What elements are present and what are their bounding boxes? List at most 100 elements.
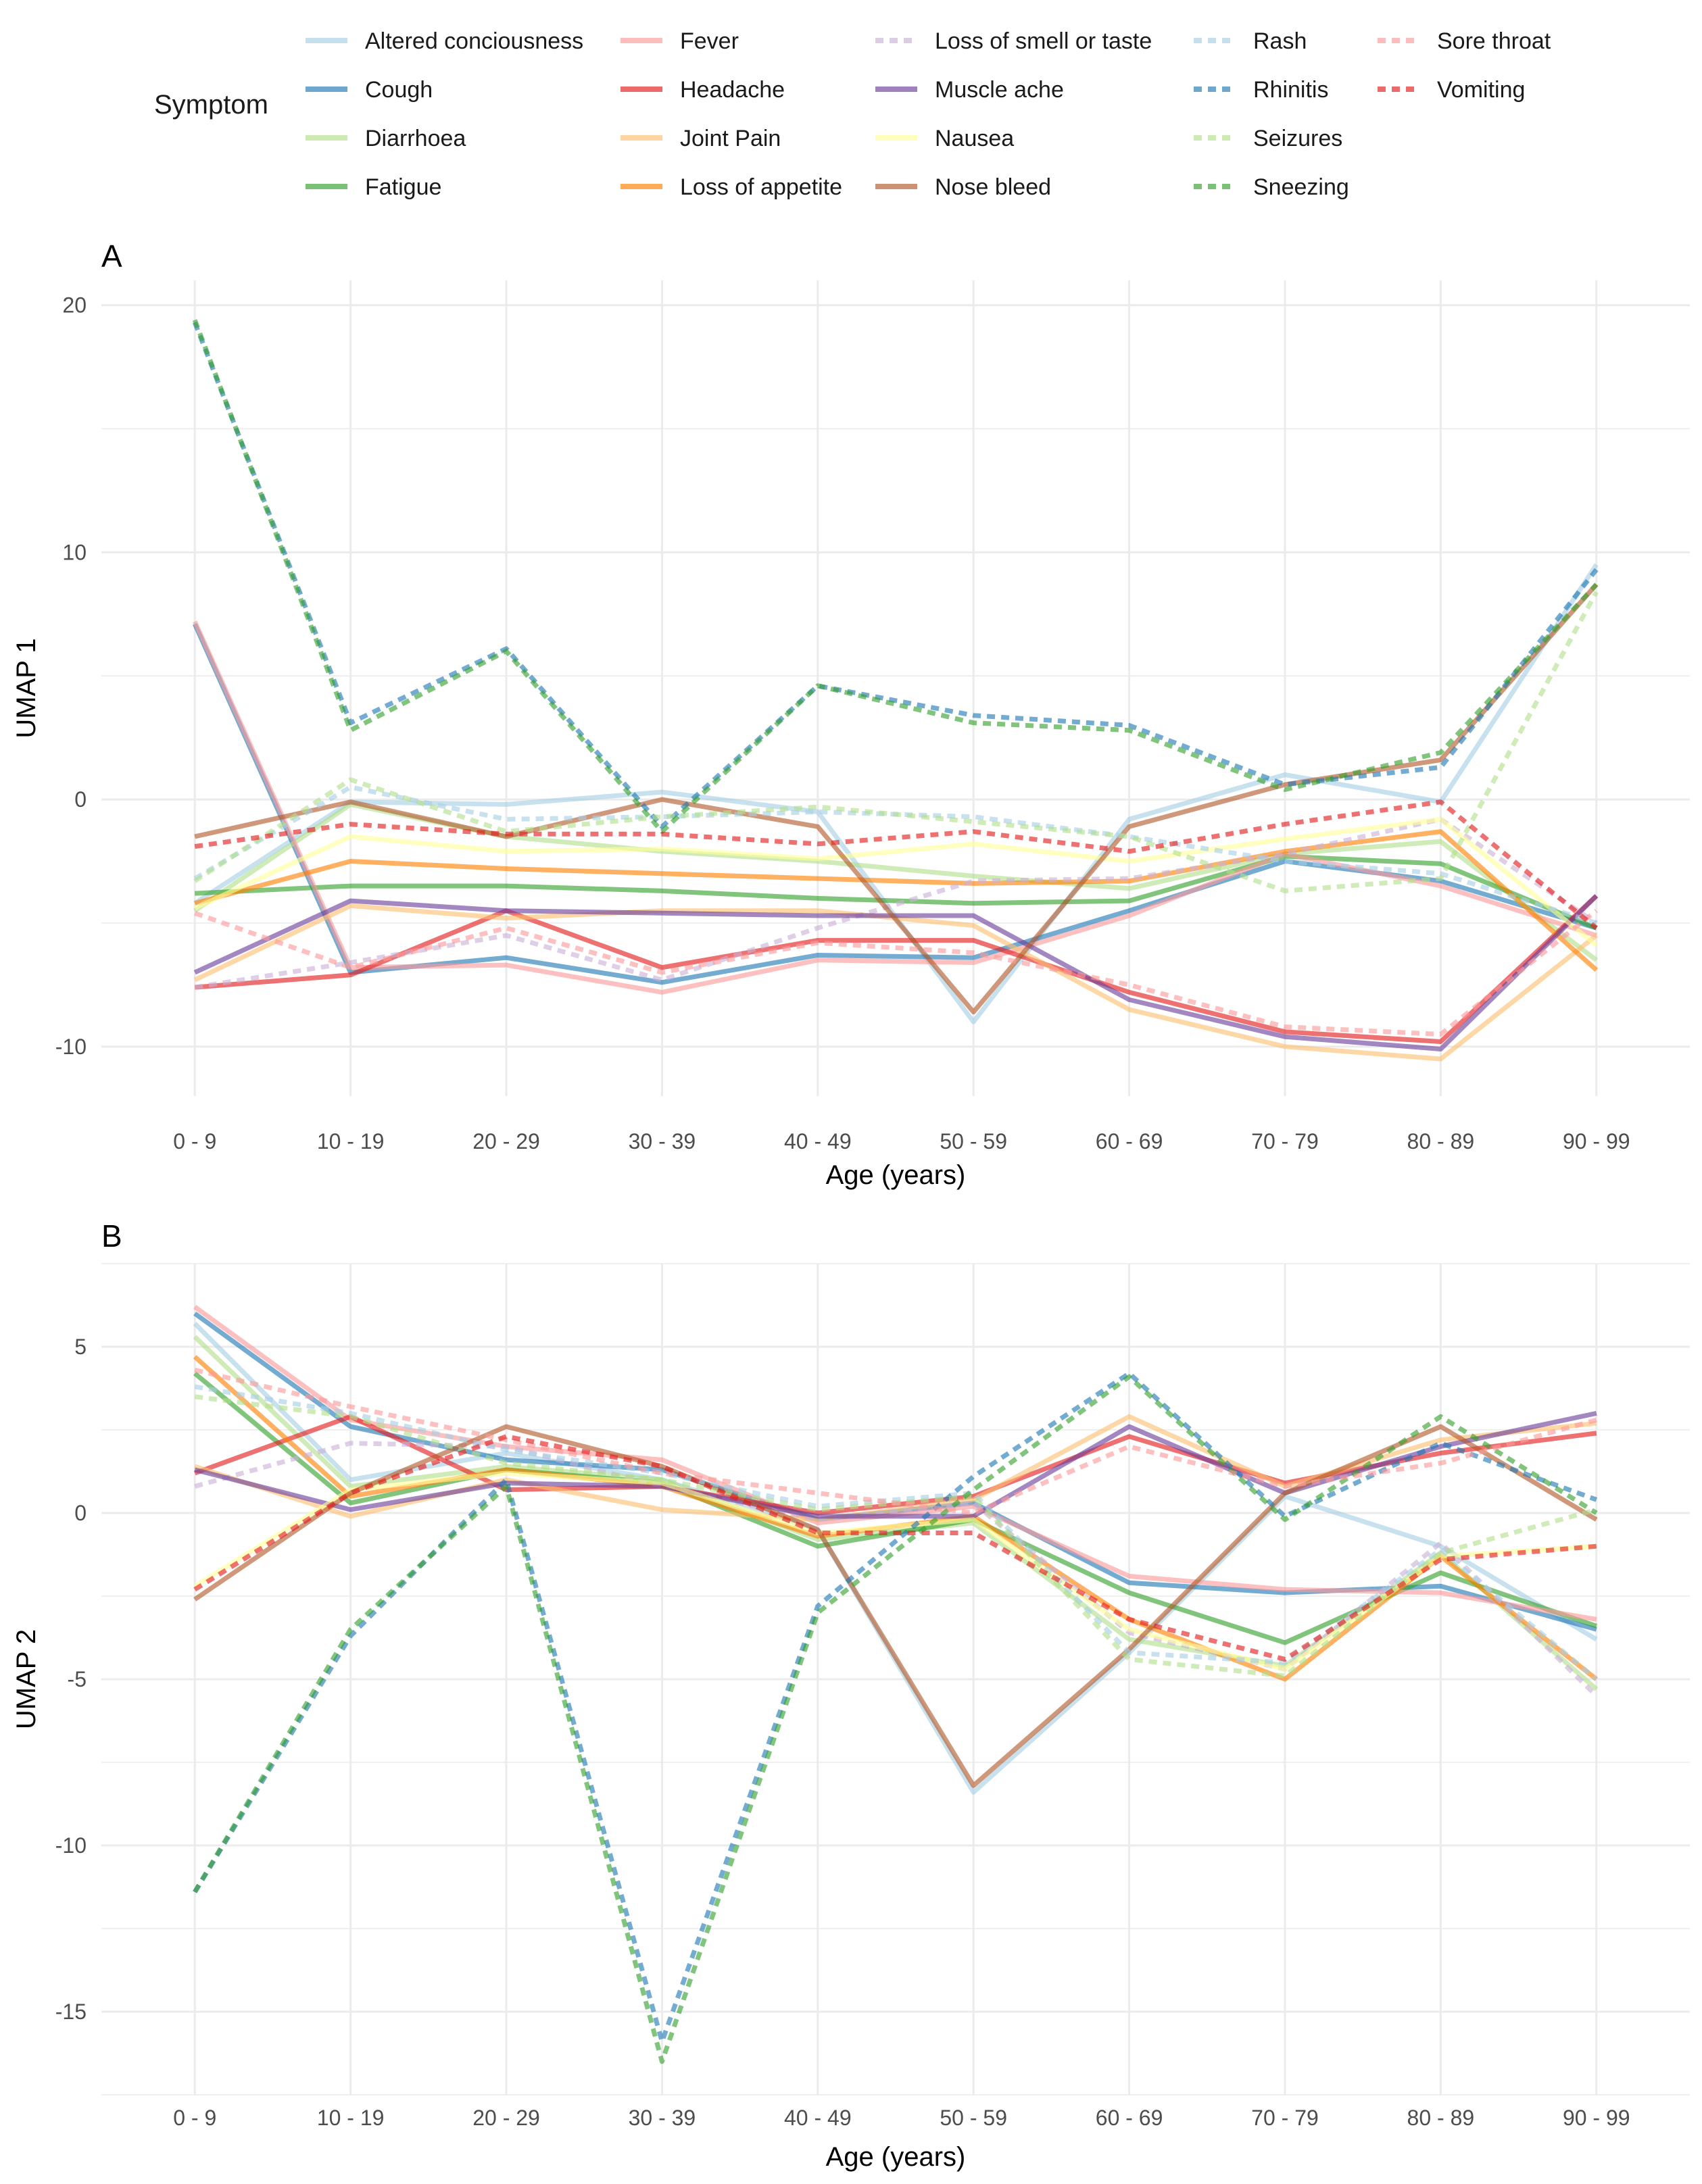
x-tick-label: 40 - 49 <box>784 1129 852 1153</box>
series-line-vomiting <box>193 1434 1597 1662</box>
x-tick-label: 40 - 49 <box>784 2106 852 2130</box>
x-tick-label: 10 - 19 <box>317 2106 385 2130</box>
legend-item-cough: Cough <box>306 77 433 103</box>
legend-label-diarrhoea: Diarrhoea <box>365 126 466 151</box>
legend-item-sneezing: Sneezing <box>1194 174 1349 200</box>
x-tick-labels: 0 - 9 10 - 19 20 - 29 30 - 39 40 - 49 50 - 59… <box>173 1129 1630 1153</box>
legend-item-nausea: Nausea <box>875 126 1014 151</box>
series-line-rash <box>194 1384 1599 1681</box>
panel-b: B -15 -10 -5 0 5 0 - 9 10 - 19 20 - 29 30 - 39 40 … <box>11 1218 1690 2172</box>
legend-item-altered-conciousness: Altered conciousness <box>306 28 583 54</box>
legend-label-nose-bleed: Nose bleed <box>935 174 1051 200</box>
grid <box>101 1263 1690 2095</box>
legend-label-loss-of-smell-or-taste: Loss of smell or taste <box>935 28 1152 54</box>
series-line-vomiting <box>194 799 1599 930</box>
x-axis-title: Age (years) <box>826 1160 966 1190</box>
legend-label-fatigue: Fatigue <box>365 174 441 200</box>
x-axis-title: Age (years) <box>826 2142 966 2172</box>
legend-label-rash: Rash <box>1253 28 1307 54</box>
x-tick-label: 90 - 99 <box>1563 1129 1630 1153</box>
panel-a: A -10 0 10 20 0 - 9 10 - 19 20 - 29 30 - 39 40 - … <box>11 239 1690 1190</box>
x-tick-label: 0 - 9 <box>173 2106 216 2130</box>
series-line-sneezing <box>192 319 1599 835</box>
panels: A -10 0 10 20 0 - 9 10 - 19 20 - 29 30 - 39 40 - … <box>11 239 1690 2172</box>
x-tick-label: 60 - 69 <box>1096 1129 1163 1153</box>
x-tick-label: 20 - 29 <box>472 1129 540 1153</box>
x-tick-label: 60 - 69 <box>1096 2106 1163 2130</box>
legend-item-fever: Fever <box>621 28 739 54</box>
series-line-nose-bleed <box>193 1424 1598 1788</box>
legend-label-sore-throat: Sore throat <box>1437 28 1551 54</box>
y-tick-label: 5 <box>74 1335 87 1359</box>
x-tick-label: 50 - 59 <box>940 1129 1007 1153</box>
x-tick-label: 50 - 59 <box>940 2106 1007 2130</box>
series-line-fatigue <box>195 853 1598 930</box>
legend-item-loss-of-appetite: Loss of appetite <box>621 174 842 200</box>
legend-item-rhinitis: Rhinitis <box>1194 77 1328 103</box>
series-line-rhinitis <box>193 1370 1597 2044</box>
legend-label-headache: Headache <box>680 77 785 103</box>
legend-item-vomiting: Vomiting <box>1378 77 1525 103</box>
series-line-muscle-ache <box>194 1410 1597 1519</box>
series-line-nausea <box>193 1470 1597 1672</box>
y-axis-title: UMAP 2 <box>11 1629 41 1729</box>
legend-item-sore-throat: Sore throat <box>1378 28 1551 54</box>
series-line-loss-of-appetite <box>194 829 1599 972</box>
series-line-rhinitis <box>192 321 1599 829</box>
x-tick-label: 0 - 9 <box>173 1129 216 1153</box>
legend-label-seizures: Seizures <box>1253 126 1342 151</box>
series-line-muscle-ache <box>193 894 1599 1051</box>
series-line-seizures <box>193 591 1599 893</box>
series-line-sore-throat <box>194 1367 1597 1516</box>
series-line-fever <box>193 620 1597 995</box>
x-tick-label: 10 - 19 <box>317 1129 385 1153</box>
legend-item-seizures: Seizures <box>1194 126 1342 151</box>
y-tick-label: 0 <box>74 1501 87 1525</box>
series-line-nose-bleed <box>194 582 1599 1015</box>
panel-tag: A <box>101 239 122 274</box>
legend-label-sneezing: Sneezing <box>1253 174 1349 200</box>
x-tick-label: 20 - 29 <box>472 2106 540 2130</box>
y-tick-label: -10 <box>55 1833 87 1858</box>
legend-label-altered-conciousness: Altered conciousness <box>365 28 583 54</box>
series-group <box>193 1305 1599 2064</box>
x-tick-label: 80 - 89 <box>1407 1129 1475 1153</box>
y-tick-label: -5 <box>68 1667 87 1691</box>
y-tick-label: -10 <box>55 1035 87 1059</box>
x-tick-label: 30 - 39 <box>629 1129 696 1153</box>
legend-item-joint-pain: Joint Pain <box>621 126 781 151</box>
legend: Symptom Altered conciousness Cough Diarrho… <box>154 28 1551 200</box>
legend-label-fever: Fever <box>680 28 739 54</box>
x-tick-label: 90 - 99 <box>1563 2106 1630 2130</box>
panel-tag: B <box>101 1218 122 1254</box>
legend-label-joint-pain: Joint Pain <box>680 126 781 151</box>
y-tick-labels: -15 -10 -5 0 5 <box>55 1335 87 2024</box>
series-line-loss-of-smell-or-taste <box>194 816 1598 990</box>
legend-item-loss-of-smell-or-taste: Loss of smell or taste <box>875 28 1152 54</box>
x-tick-label: 70 - 79 <box>1251 1129 1319 1153</box>
series-line-nausea <box>193 816 1599 947</box>
y-tick-label: 0 <box>74 787 87 812</box>
legend-title: Symptom <box>154 90 268 120</box>
series-group <box>192 319 1599 1062</box>
y-tick-label: 10 <box>62 540 87 564</box>
legend-item-fatigue: Fatigue <box>306 174 441 200</box>
legend-label-loss-of-appetite: Loss of appetite <box>680 174 842 200</box>
legend-item-muscle-ache: Muscle ache <box>875 77 1064 103</box>
legend-item-headache: Headache <box>621 77 785 103</box>
x-tick-labels: 0 - 9 10 - 19 20 - 29 30 - 39 40 - 49 50 - 59… <box>173 2106 1630 2130</box>
legend-item-diarrhoea: Diarrhoea <box>306 126 466 151</box>
legend-item-rash: Rash <box>1194 28 1307 54</box>
y-tick-labels: -10 0 10 20 <box>55 293 87 1059</box>
x-tick-label: 30 - 39 <box>629 2106 696 2130</box>
legend-label-rhinitis: Rhinitis <box>1253 77 1328 103</box>
legend-label-cough: Cough <box>365 77 433 103</box>
legend-label-vomiting: Vomiting <box>1437 77 1525 103</box>
legend-item-nose-bleed: Nose bleed <box>875 174 1051 200</box>
series-line-sore-throat <box>194 908 1598 1037</box>
x-tick-label: 70 - 79 <box>1251 2106 1319 2130</box>
series-line-headache <box>194 894 1599 1044</box>
y-tick-label: 20 <box>62 293 87 318</box>
legend-label-muscle-ache: Muscle ache <box>935 77 1064 103</box>
